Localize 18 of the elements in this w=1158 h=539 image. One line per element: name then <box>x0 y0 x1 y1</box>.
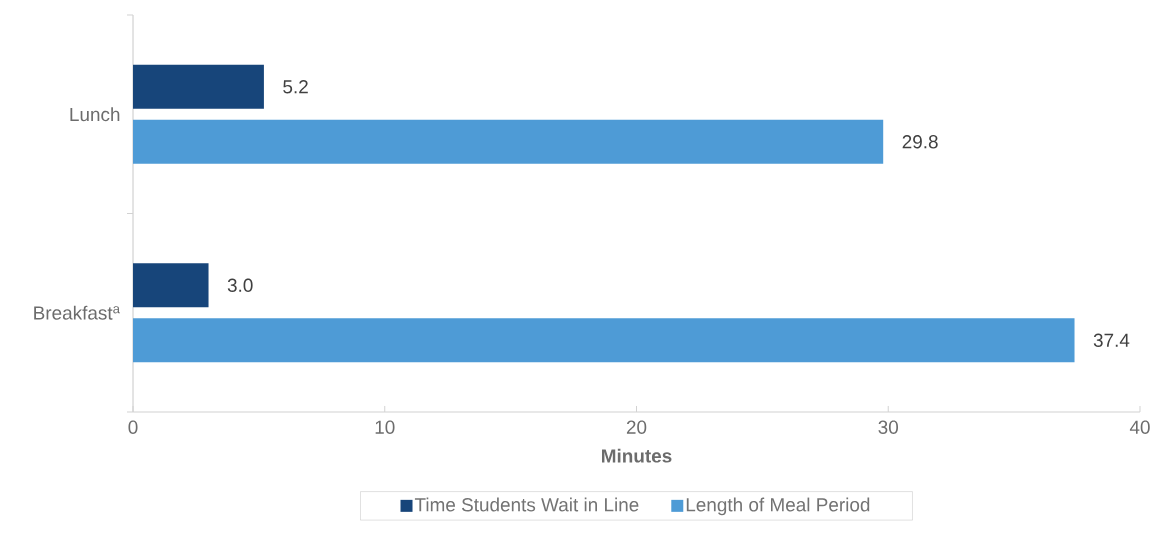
bar <box>133 318 1075 363</box>
x-tick-label: 20 <box>626 420 647 434</box>
x-tick-label: 10 <box>375 420 395 434</box>
x-axis-title: Minutes <box>602 448 672 463</box>
legend-label: Length of Meal Period <box>686 497 870 516</box>
bar <box>133 64 264 109</box>
data-label: 3.0 <box>227 278 253 292</box>
x-tick-label: 30 <box>878 420 899 434</box>
y-tick-label: Breakfast$^{a}$ <box>34 305 121 320</box>
x-tick-label: 40 <box>1129 420 1150 434</box>
bar <box>133 263 209 308</box>
data-label: 29.8 <box>902 135 938 149</box>
data-label: 5.2 <box>283 80 308 94</box>
y-tick-label: Lunch <box>70 107 120 122</box>
data-label: 37.4 <box>1093 333 1130 347</box>
bar <box>133 119 884 164</box>
x-tick-label: 0 <box>128 420 138 434</box>
legend-label: Time Students Wait in Line <box>414 497 639 512</box>
